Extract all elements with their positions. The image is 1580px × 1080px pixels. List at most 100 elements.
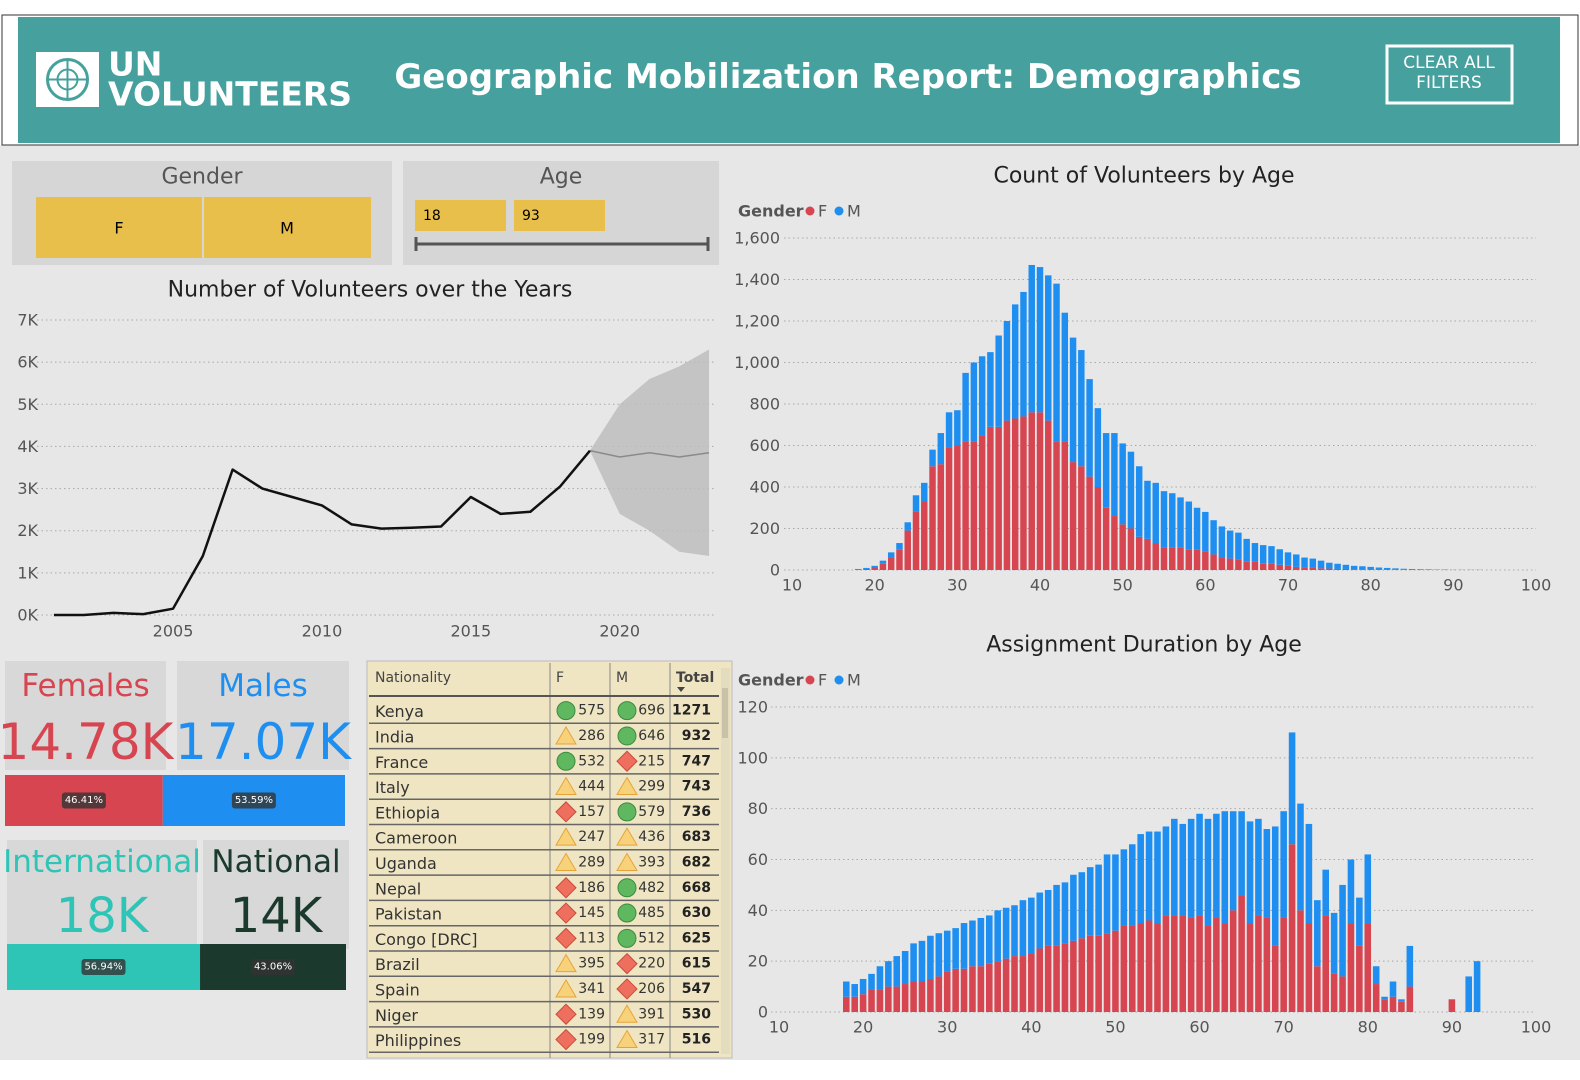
bar-segment	[1137, 923, 1144, 1012]
legend-label[interactable]: F	[818, 671, 827, 690]
bar-segment	[1356, 897, 1363, 946]
bar-segment	[918, 940, 926, 982]
bar-segment	[1061, 312, 1069, 442]
bar-segment	[1255, 915, 1262, 1012]
bar-segment	[1322, 869, 1330, 916]
bar-segment	[927, 978, 934, 1012]
scroll-thumb[interactable]	[722, 688, 728, 738]
share-label: 43.06%	[254, 962, 292, 973]
status-icon	[555, 801, 577, 823]
legend-marker[interactable]	[805, 206, 815, 216]
legend-marker[interactable]	[834, 206, 844, 216]
cell-total: 736	[682, 804, 711, 820]
x-tick-label: 10	[769, 1018, 789, 1037]
bar-segment	[1070, 940, 1077, 1012]
bar-segment	[1398, 999, 1405, 1002]
bar-segment	[1347, 859, 1355, 924]
bar-segment	[1259, 563, 1267, 570]
bar-segment	[1160, 491, 1168, 548]
x-tick-label: 90	[1443, 576, 1463, 595]
legend-label[interactable]: M	[847, 671, 861, 690]
scrollbar[interactable]	[721, 668, 730, 1054]
bar-segment	[1251, 561, 1259, 570]
bar-segment	[1028, 412, 1035, 570]
legend-marker[interactable]	[805, 675, 815, 685]
bar-segment	[1179, 915, 1187, 1012]
status-icon	[616, 1004, 638, 1023]
bar-segment	[1392, 568, 1399, 570]
status-icon	[616, 1029, 638, 1049]
y-tick-label: 1K	[17, 563, 38, 582]
range-input[interactable]	[514, 200, 605, 231]
bar-segment	[1243, 538, 1250, 562]
column-header[interactable]: Total	[676, 670, 714, 686]
range-input[interactable]	[415, 200, 506, 231]
cell-number: 206	[638, 981, 665, 997]
slicer-option[interactable]	[204, 197, 371, 258]
bar-segment	[863, 567, 870, 569]
bar-segment	[1069, 462, 1077, 570]
bar-segment	[1112, 854, 1119, 931]
bar-segment	[1036, 948, 1044, 1012]
bar-segment	[1003, 420, 1011, 570]
cell-number: 317	[638, 1032, 665, 1048]
bar-segment	[954, 410, 961, 446]
bar-segment	[1334, 568, 1341, 570]
bar-segment	[1359, 566, 1366, 570]
legend-label[interactable]: F	[818, 202, 827, 221]
cell-nationality: Brazil	[375, 955, 420, 974]
bar-segment	[1293, 554, 1300, 567]
bar-segment	[1213, 917, 1220, 1012]
slicer-option[interactable]	[36, 197, 202, 258]
bar-segment	[1095, 864, 1102, 936]
slicer-option-label[interactable]: M	[280, 219, 294, 238]
legend-marker[interactable]	[834, 675, 844, 685]
bar-segment	[910, 943, 917, 982]
button-label[interactable]: FILTERS	[1416, 73, 1482, 93]
range-input-value[interactable]: 93	[522, 208, 540, 224]
slicer-option-label[interactable]: F	[114, 219, 123, 238]
y-tick-label: 200	[749, 519, 780, 538]
status-icon	[555, 978, 577, 998]
bar-segment	[1094, 408, 1102, 487]
bar-segment	[1293, 566, 1300, 570]
kpi-value: 18K	[56, 888, 150, 944]
button-label[interactable]: CLEAR ALL	[1403, 53, 1495, 73]
bar-segment	[1171, 915, 1178, 1012]
bar-segment	[1045, 420, 1052, 570]
bar-segment	[1095, 935, 1102, 1012]
column-header[interactable]: Nationality	[375, 670, 451, 686]
column-header[interactable]: F	[556, 670, 564, 686]
bar-segment	[1326, 562, 1333, 569]
bar-segment	[896, 543, 903, 550]
share-label: 53.59%	[235, 795, 273, 806]
status-icon	[617, 802, 637, 822]
cell-total: 743	[682, 779, 711, 795]
column-header[interactable]: M	[616, 670, 628, 686]
bar-segment	[1305, 923, 1313, 1012]
button-frame[interactable]	[1385, 44, 1514, 105]
bar-segment	[1094, 487, 1102, 570]
cell-total: 516	[682, 1032, 711, 1048]
cell-number: 139	[578, 1006, 605, 1022]
bar-segment	[943, 930, 951, 972]
legend-label[interactable]: M	[847, 202, 861, 221]
bar-segment	[1271, 826, 1279, 946]
bar-segment	[1322, 915, 1330, 1012]
clear-filters-button[interactable]: CLEAR ALL FILTERS	[1385, 44, 1514, 105]
range-input-value[interactable]: 18	[423, 208, 441, 224]
bar-segment	[851, 996, 858, 1012]
cell-nationality: Nepal	[375, 879, 421, 898]
bar-segment	[1177, 497, 1184, 548]
y-tick-label: 6K	[17, 353, 38, 372]
x-tick-label: 20	[864, 576, 884, 595]
bar-segment	[876, 966, 884, 990]
bar-segment	[927, 935, 934, 979]
bar-segment	[1187, 917, 1195, 1012]
sort-indicator[interactable]	[677, 687, 685, 692]
cell-total: 932	[682, 728, 711, 744]
bar-segment	[970, 362, 978, 442]
bar-segment	[970, 441, 978, 570]
x-tick-label: 40	[1021, 1018, 1041, 1037]
bar-segment	[1103, 933, 1111, 1012]
